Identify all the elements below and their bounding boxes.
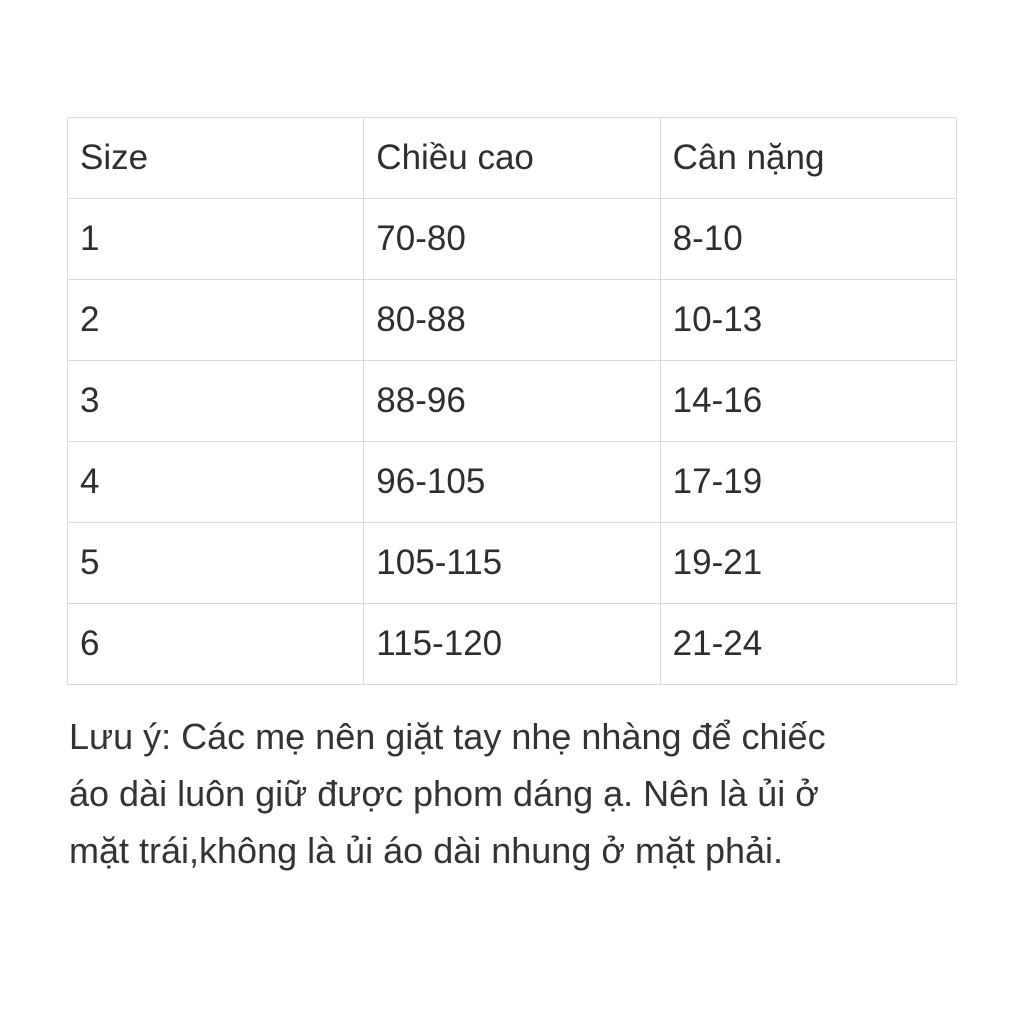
cell-height: 80-88 xyxy=(363,279,661,361)
cell-height: 96-105 xyxy=(363,441,661,523)
cell-size: 4 xyxy=(66,441,365,523)
table-row: 5 105-115 19-21 xyxy=(66,522,958,604)
care-note: Lưu ý: Các mẹ nên giặt tay nhẹ nhàng để … xyxy=(69,708,989,879)
cell-size: 1 xyxy=(66,198,365,280)
cell-weight: 10-13 xyxy=(659,279,958,361)
cell-weight: 21-24 xyxy=(659,603,958,685)
table-row: 1 70-80 8-10 xyxy=(66,198,958,280)
cell-weight: 8-10 xyxy=(659,198,958,280)
cell-weight: 17-19 xyxy=(659,441,958,523)
care-note-line: Lưu ý: Các mẹ nên giặt tay nhẹ nhàng để … xyxy=(69,716,826,757)
cell-size: 3 xyxy=(66,360,365,442)
header-height: Chiều cao xyxy=(363,117,661,199)
cell-weight: 14-16 xyxy=(659,360,958,442)
cell-height: 88-96 xyxy=(363,360,661,442)
cell-height: 105-115 xyxy=(363,522,661,604)
table-row: 6 115-120 21-24 xyxy=(66,603,958,685)
cell-size: 5 xyxy=(66,522,365,604)
header-weight: Cân nặng xyxy=(659,117,958,199)
care-note-line: mặt trái,không là ủi áo dài nhung ở mặt … xyxy=(69,830,784,871)
table-row: 3 88-96 14-16 xyxy=(66,360,958,442)
header-size: Size xyxy=(66,117,365,199)
table-header-row: Size Chiều cao Cân nặng xyxy=(66,117,958,199)
size-table: Size Chiều cao Cân nặng 1 70-80 8-10 2 80-88… xyxy=(66,117,958,685)
table-row: 2 80-88 10-13 xyxy=(66,279,958,361)
cell-weight: 19-21 xyxy=(659,522,958,604)
cell-size: 2 xyxy=(66,279,365,361)
cell-height: 115-120 xyxy=(363,603,661,685)
care-note-line: áo dài luôn giữ được phom dáng ạ. Nên là… xyxy=(69,773,819,814)
cell-height: 70-80 xyxy=(363,198,661,280)
cell-size: 6 xyxy=(66,603,365,685)
table-row: 4 96-105 17-19 xyxy=(66,441,958,523)
